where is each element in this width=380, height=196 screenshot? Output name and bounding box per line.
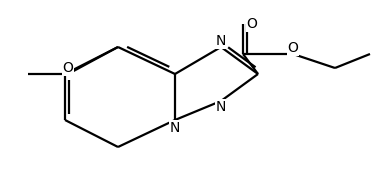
Text: O: O (247, 17, 257, 31)
Text: O: O (288, 41, 298, 55)
Text: N: N (170, 121, 180, 135)
Text: N: N (216, 100, 226, 114)
Text: N: N (216, 34, 226, 48)
Text: O: O (63, 61, 73, 75)
